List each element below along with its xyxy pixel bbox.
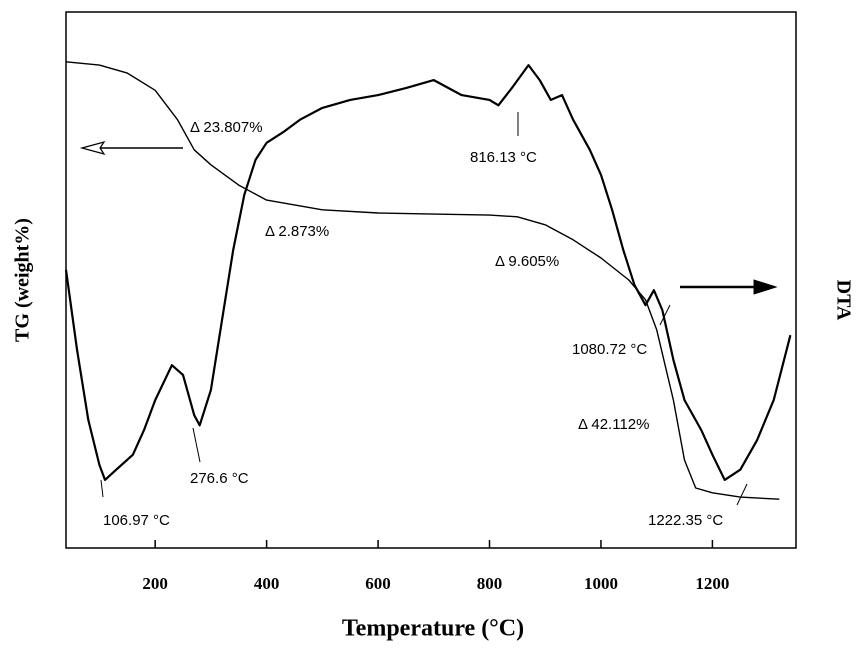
- x-tick-label: 1000: [584, 574, 618, 593]
- annotation: 1080.72 °C: [572, 341, 647, 358]
- arrows: [79, 112, 778, 506]
- y-axis-label: TG (weight%): [12, 218, 34, 342]
- annotation: Δ 42.112%: [578, 416, 649, 433]
- annotation: 1222.35 °C: [648, 512, 723, 529]
- x-axis-label: Temperature (°C): [342, 616, 524, 642]
- annotation: Δ 2.873%: [265, 223, 329, 240]
- tg-arrowhead: [79, 140, 106, 156]
- annotation: 816.13 °C: [470, 149, 537, 166]
- x-tick-label: 600: [365, 574, 391, 593]
- pointer: [192, 427, 201, 463]
- dta-arrowhead: [753, 279, 778, 295]
- data-line: [64, 63, 792, 481]
- x-tick-label: 200: [142, 574, 168, 593]
- y2-axis-label: DTA: [832, 280, 854, 321]
- annotation: Δ 9.605%: [495, 253, 559, 270]
- data-line: [65, 61, 780, 500]
- annotation: 276.6 °C: [190, 470, 249, 487]
- annotation: Δ 23.807%: [190, 119, 263, 136]
- annotation: 106.97 °C: [103, 512, 170, 529]
- x-tick-label: 1200: [695, 574, 729, 593]
- x-tick-label: 400: [254, 574, 280, 593]
- pointer: [100, 479, 104, 498]
- plot-frame: [65, 11, 797, 549]
- pointer: [659, 304, 671, 326]
- pointer: [736, 483, 748, 506]
- x-tick-label: 800: [477, 574, 503, 593]
